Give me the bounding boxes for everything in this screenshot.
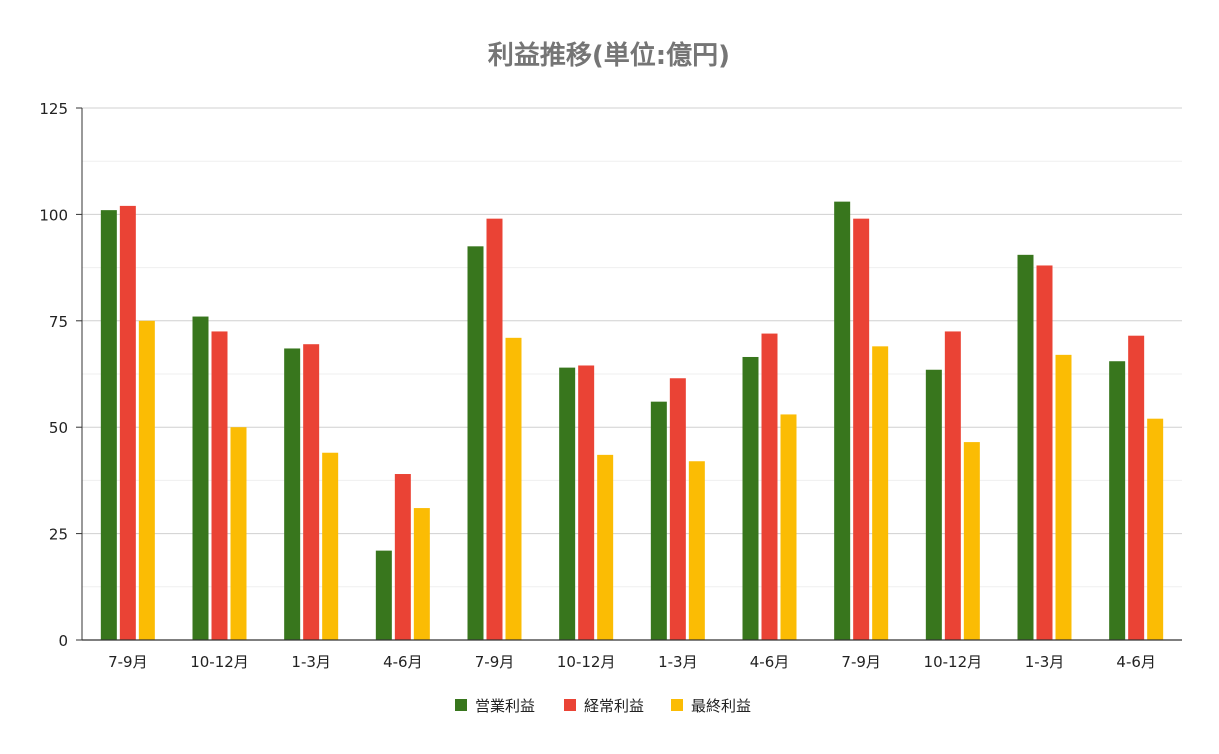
x-tick-label: 1-3月: [658, 653, 698, 671]
bar: [467, 246, 484, 640]
y-tick-label: 50: [49, 419, 68, 437]
bar: [505, 337, 522, 640]
legend-swatch: [671, 699, 683, 711]
bar: [119, 205, 136, 640]
axis-layer: 0 25 50 75 100 125 7-9月 10-12月 1-3月 4-6月 7-9月 10-12…: [39, 100, 1182, 671]
chart-title: 利益推移(単位:億円): [488, 40, 730, 71]
x-tick-label: 10-12月: [190, 653, 249, 671]
bar: [100, 210, 117, 641]
bar: [230, 427, 247, 640]
bar: [559, 367, 576, 640]
x-tick-label: 4-6月: [1116, 653, 1156, 671]
bar: [872, 346, 889, 640]
bar: [1036, 265, 1053, 640]
bar: [650, 401, 667, 640]
bar: [211, 331, 228, 640]
bar: [669, 378, 686, 640]
legend-label: 経常利益: [584, 697, 644, 715]
y-tick-label: 100: [39, 206, 68, 224]
x-tick-label: 4-6月: [383, 653, 423, 671]
bar: [322, 452, 339, 640]
bar: [688, 461, 705, 640]
bar: [780, 414, 797, 640]
bars-layer: [100, 201, 1164, 641]
bar: [742, 356, 759, 640]
grid-layer: [82, 107, 1182, 588]
x-tick-label: 4-6月: [750, 653, 790, 671]
bar: [834, 201, 851, 640]
x-tick-label: 10-12月: [557, 653, 616, 671]
x-tick-label: 1-3月: [1025, 653, 1065, 671]
bar: [486, 218, 503, 640]
bar: [138, 320, 155, 640]
bar: [597, 454, 614, 640]
bar: [578, 365, 595, 640]
y-tick-label: 25: [49, 526, 68, 544]
bar: [375, 550, 392, 640]
y-tick-label: 125: [39, 100, 68, 118]
legend-label: 最終利益: [691, 697, 751, 715]
x-tick-label: 7-9月: [475, 653, 515, 671]
legend-swatch: [455, 699, 467, 711]
legend: 営業利益 経常利益 最終利益: [455, 697, 751, 715]
bar: [1109, 361, 1126, 640]
bar: [853, 218, 870, 640]
bar: [963, 442, 980, 640]
bar: [925, 369, 942, 640]
legend-label: 営業利益: [475, 697, 535, 715]
bar: [192, 316, 209, 640]
legend-swatch: [564, 699, 576, 711]
bar: [1128, 335, 1145, 640]
bar: [413, 508, 430, 640]
x-tick-label: 1-3月: [291, 653, 331, 671]
bar: [394, 474, 411, 640]
x-tick-label: 10-12月: [924, 653, 983, 671]
bar: [303, 344, 320, 640]
bar: [944, 331, 961, 640]
bar: [1017, 254, 1034, 640]
x-tick-label: 7-9月: [108, 653, 148, 671]
y-tick-label: 0: [58, 632, 68, 650]
bar: [1147, 418, 1164, 640]
y-tick-label: 75: [49, 313, 68, 331]
bar: [1055, 354, 1072, 640]
x-tick-label: 7-9月: [841, 653, 881, 671]
bar: [284, 348, 301, 640]
bar: [761, 333, 778, 640]
